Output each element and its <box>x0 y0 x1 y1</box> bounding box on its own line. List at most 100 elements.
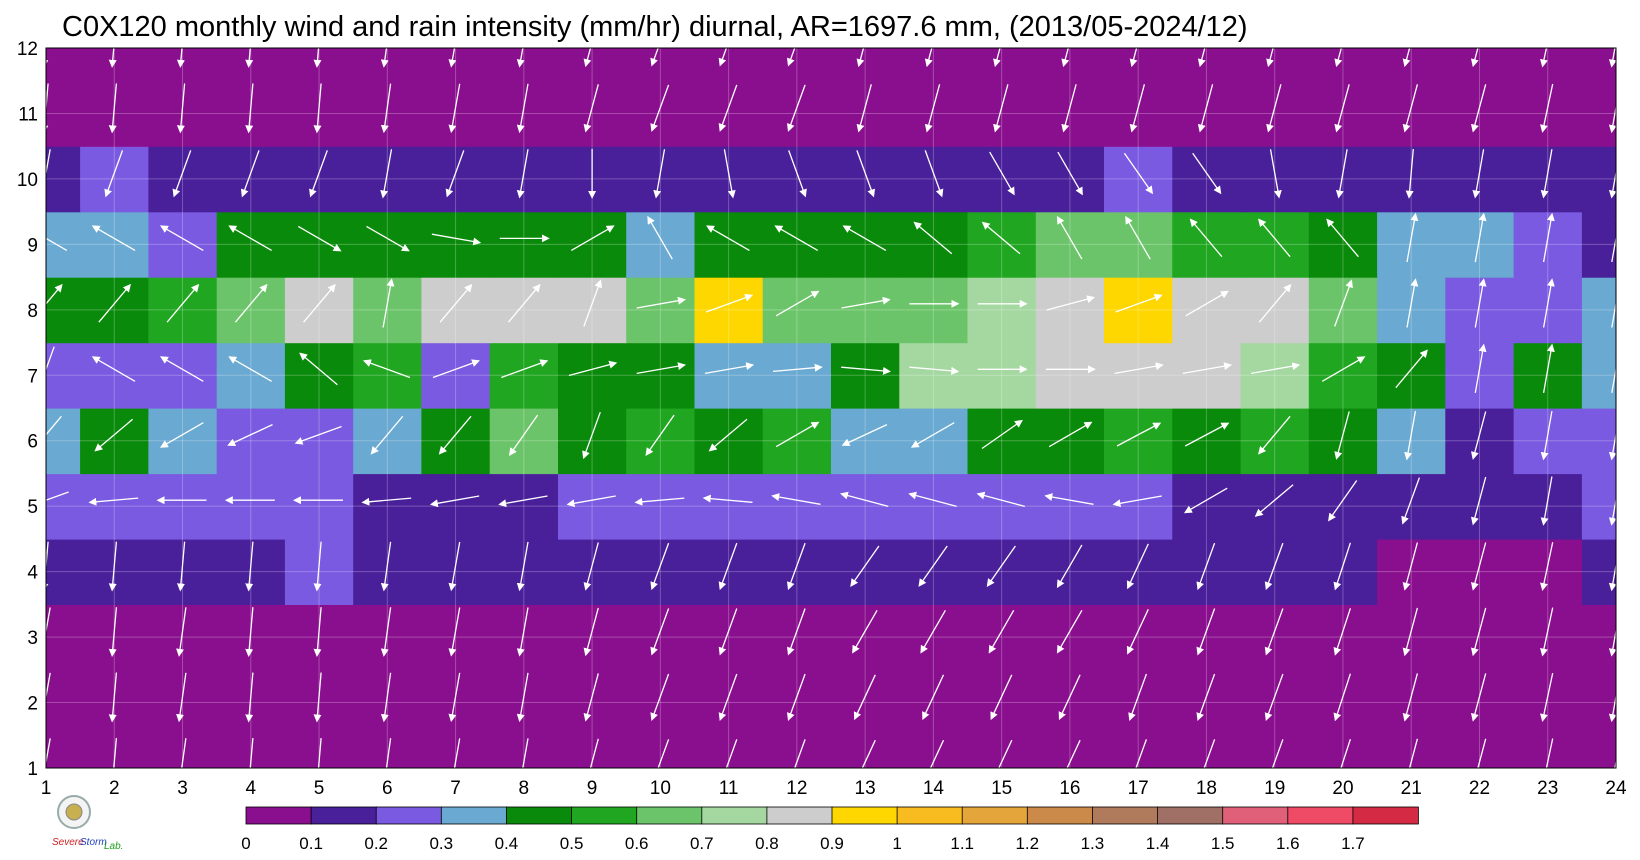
colorbar-tick-label: 0.7 <box>690 834 714 853</box>
heatmap-cell <box>46 604 81 671</box>
heatmap-cell <box>1035 604 1105 671</box>
heatmap-cell <box>831 473 900 540</box>
wind-vector <box>516 149 529 199</box>
heatmap-cell <box>558 277 627 344</box>
wind-vector <box>645 414 675 457</box>
y-tick-label: 11 <box>18 104 38 125</box>
heatmap-cell <box>967 277 1037 344</box>
colorbar-tick-label: 1.6 <box>1276 834 1300 853</box>
heatmap-cell <box>353 473 423 540</box>
heatmap-cell <box>626 473 696 540</box>
wind-vector <box>448 83 461 134</box>
wind-vector <box>1057 151 1083 196</box>
colorbar-tick-label: 0.2 <box>364 834 388 853</box>
heatmap-cell <box>626 146 696 213</box>
wind-vector <box>650 542 670 591</box>
heatmap-cell <box>1513 146 1583 213</box>
wind-vector <box>240 150 260 198</box>
heatmap-cell <box>1240 604 1310 671</box>
heatmap-cell <box>694 538 764 605</box>
heatmap-cell <box>1240 408 1310 475</box>
heatmap-cell <box>1513 408 1583 475</box>
wind-vector <box>990 674 1013 721</box>
wind-vector <box>706 225 750 251</box>
wind-vector <box>976 491 1025 508</box>
y-tick-label: 7 <box>27 366 38 387</box>
x-tick-label: 7 <box>450 778 461 799</box>
wind-vector <box>920 609 946 654</box>
wind-vector <box>245 83 254 134</box>
heatmap-cell <box>762 342 832 409</box>
heatmap-cell <box>694 342 764 409</box>
wind-vector <box>370 415 404 455</box>
x-tick-labels: 1 2 3 4 5 6 7 8 9 10 11 12 13 14 15 16 17 18 19 20 21 22 23 24 <box>41 778 1627 799</box>
heatmap-cell <box>46 473 81 540</box>
heatmap-cell <box>1308 80 1378 147</box>
wind-vector <box>159 356 204 382</box>
wind-vector <box>650 48 659 67</box>
wind-vector <box>172 150 192 198</box>
wind-vector <box>1608 169 1616 199</box>
wind-vector <box>583 279 603 327</box>
x-tick-label: 12 <box>786 778 807 799</box>
heatmap-cell <box>46 669 81 736</box>
colorbar-swatch <box>1157 806 1224 825</box>
heatmap-cell <box>831 48 900 82</box>
wind-vector <box>1540 149 1553 199</box>
wind-vector <box>1334 279 1353 327</box>
y-tick-label: 5 <box>27 497 38 518</box>
wind-vector <box>1470 48 1479 68</box>
heatmap-cell <box>1513 473 1583 540</box>
heatmap-cell <box>558 408 627 475</box>
wind-vector <box>774 225 819 251</box>
wind-vector <box>786 84 806 132</box>
wind-vector <box>1402 673 1419 722</box>
wind-vector <box>1408 738 1419 768</box>
heatmap-cell <box>216 538 286 605</box>
heatmap-cell <box>148 211 218 278</box>
colorbar-tick-label: 0.6 <box>625 834 649 853</box>
heatmap-cell <box>626 277 696 344</box>
heatmap-cell <box>46 146 81 213</box>
wind-vector <box>856 150 876 198</box>
wind-vector <box>448 607 461 657</box>
logo-text-2: Storm <box>80 837 107 848</box>
wind-vector <box>176 541 186 592</box>
wind-vector <box>1135 739 1148 768</box>
wind-vector <box>1333 673 1352 722</box>
heatmap-cell <box>1445 48 1515 82</box>
heatmap-cell <box>284 604 354 671</box>
colorbar-swatch <box>1287 806 1354 825</box>
wind-vector <box>1258 218 1291 258</box>
heatmap-cell <box>899 48 969 82</box>
heatmap-cell <box>46 80 81 147</box>
x-tick-label: 13 <box>855 778 876 799</box>
heatmap-cell <box>1240 211 1310 278</box>
wind-vector <box>775 421 820 448</box>
wind-vector <box>448 672 461 723</box>
heatmap-cell <box>1377 473 1446 540</box>
heatmap-cell <box>558 538 627 605</box>
heatmap-cell <box>899 669 969 736</box>
x-tick-label: 18 <box>1196 778 1217 799</box>
wind-vector <box>380 149 393 199</box>
x-tick-label: 5 <box>314 778 325 799</box>
heatmap-cell <box>762 211 832 278</box>
heatmap-cell <box>1104 211 1173 278</box>
wind-vector <box>1540 83 1554 133</box>
wind-vector <box>166 283 200 323</box>
wind-vector <box>108 48 117 68</box>
wind-vector <box>108 672 118 723</box>
colorbar-swatch <box>896 806 963 825</box>
wind-vector <box>702 494 753 503</box>
wind-vector <box>1540 476 1553 526</box>
heatmap-cell <box>1377 277 1446 344</box>
wind-vector <box>636 296 686 309</box>
heatmap-cell <box>899 277 969 344</box>
wind-vector <box>582 411 601 460</box>
colorbar-swatch <box>440 806 508 825</box>
heatmap-cell <box>489 408 559 475</box>
heatmap-cell <box>148 669 218 736</box>
heatmap-cell <box>1172 277 1242 344</box>
heatmap-cell <box>489 277 559 344</box>
